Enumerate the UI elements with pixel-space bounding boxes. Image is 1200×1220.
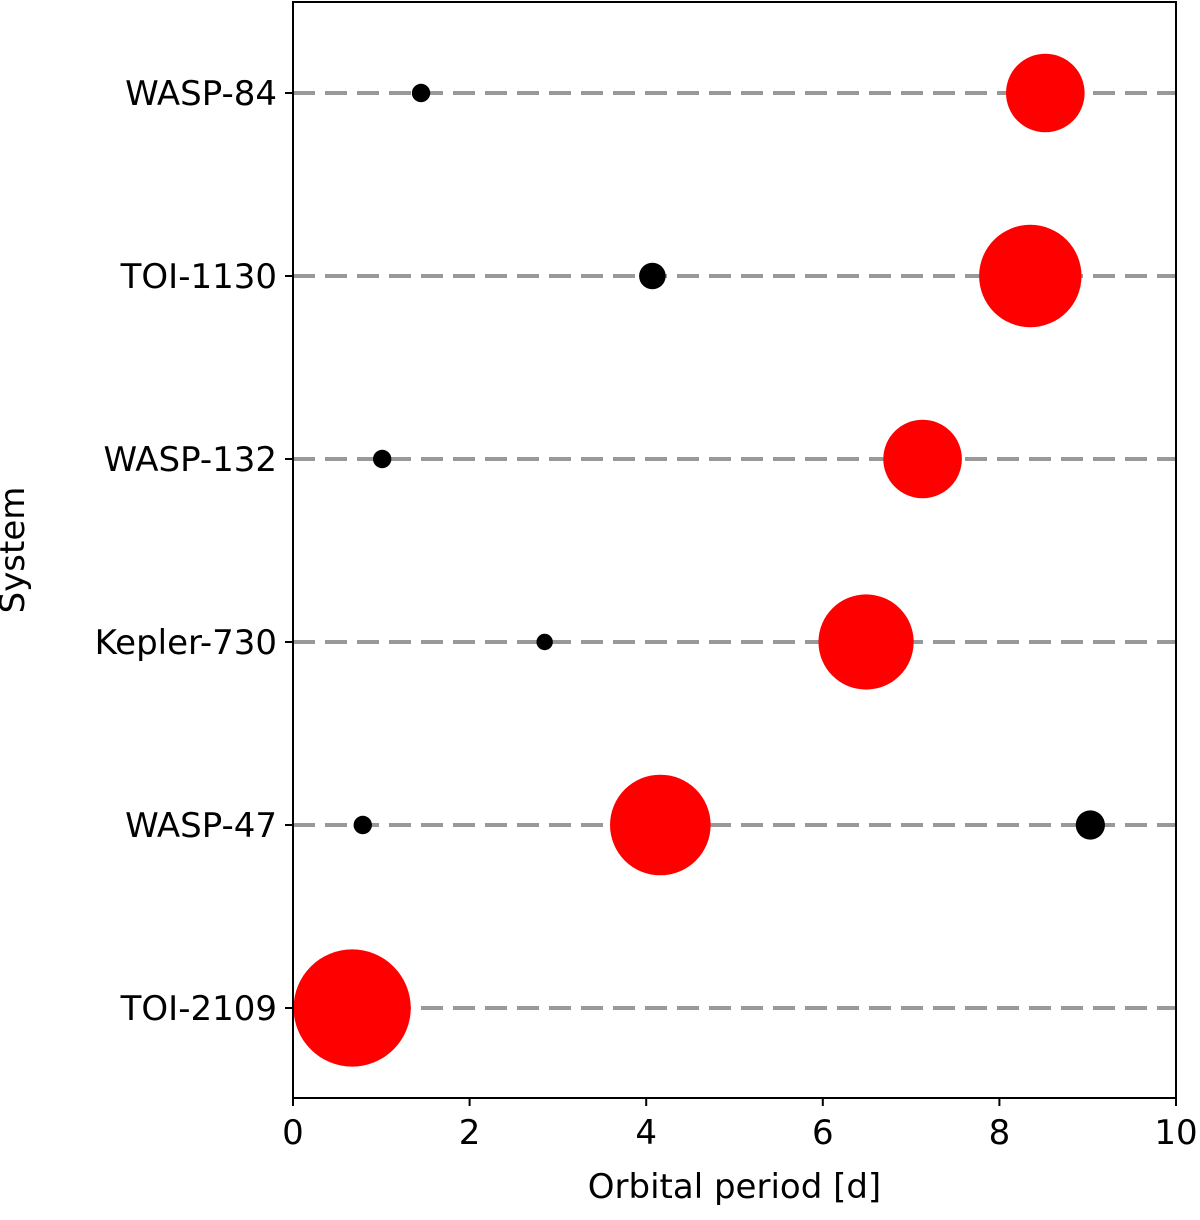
guide-lines — [293, 91, 1176, 1010]
x-tick-label-2: 2 — [459, 1113, 481, 1153]
companion-planet-wasp-84-0 — [411, 83, 431, 103]
companion-planet-wasp-132-2 — [372, 449, 392, 469]
companion-planet-kepler-730-3 — [536, 633, 553, 651]
highlight-planet-toi-2109-5 — [293, 949, 411, 1067]
data-points — [293, 53, 1105, 1067]
y-tick-label-kepler-730: Kepler-730 — [95, 623, 277, 663]
x-tick-label-10: 10 — [1154, 1113, 1197, 1153]
highlight-planet-kepler-730-3 — [818, 594, 914, 690]
y-axis-ticks: WASP-84 TOI-1130 WASP-132 Kepler-730 WASP-47… — [95, 74, 293, 1029]
companion-planet-toi-1130-1 — [639, 262, 666, 290]
highlight-planet-toi-1130-1 — [979, 224, 1082, 328]
plot-frame — [292, 1, 1177, 1099]
x-tick-label-4: 4 — [635, 1113, 657, 1153]
y-axis-label: System — [0, 487, 33, 614]
y-tick-label-toi-2109: TOI-2109 — [120, 989, 277, 1029]
highlight-planet-wasp-47-4 — [610, 774, 711, 876]
y-tick-label-wasp-47: WASP-47 — [125, 806, 277, 846]
companion-planet-wasp-47-4 — [353, 815, 372, 835]
x-tick-label-6: 6 — [812, 1113, 834, 1153]
highlight-planet-wasp-84-0 — [1006, 53, 1085, 133]
x-axis-ticks: 0 2 4 6 8 10 — [282, 1098, 1198, 1153]
y-tick-label-wasp-84: WASP-84 — [125, 74, 277, 114]
x-axis-label: Orbital period [d] — [588, 1167, 881, 1207]
companion-planet-wasp-47-5 — [1075, 810, 1105, 840]
highlight-planet-wasp-132-2 — [883, 419, 962, 499]
y-tick-label-wasp-132: WASP-132 — [103, 440, 277, 480]
y-tick-label-toi-1130: TOI-1130 — [120, 257, 277, 297]
x-tick-label-0: 0 — [282, 1113, 304, 1153]
x-tick-label-8: 8 — [989, 1113, 1011, 1153]
